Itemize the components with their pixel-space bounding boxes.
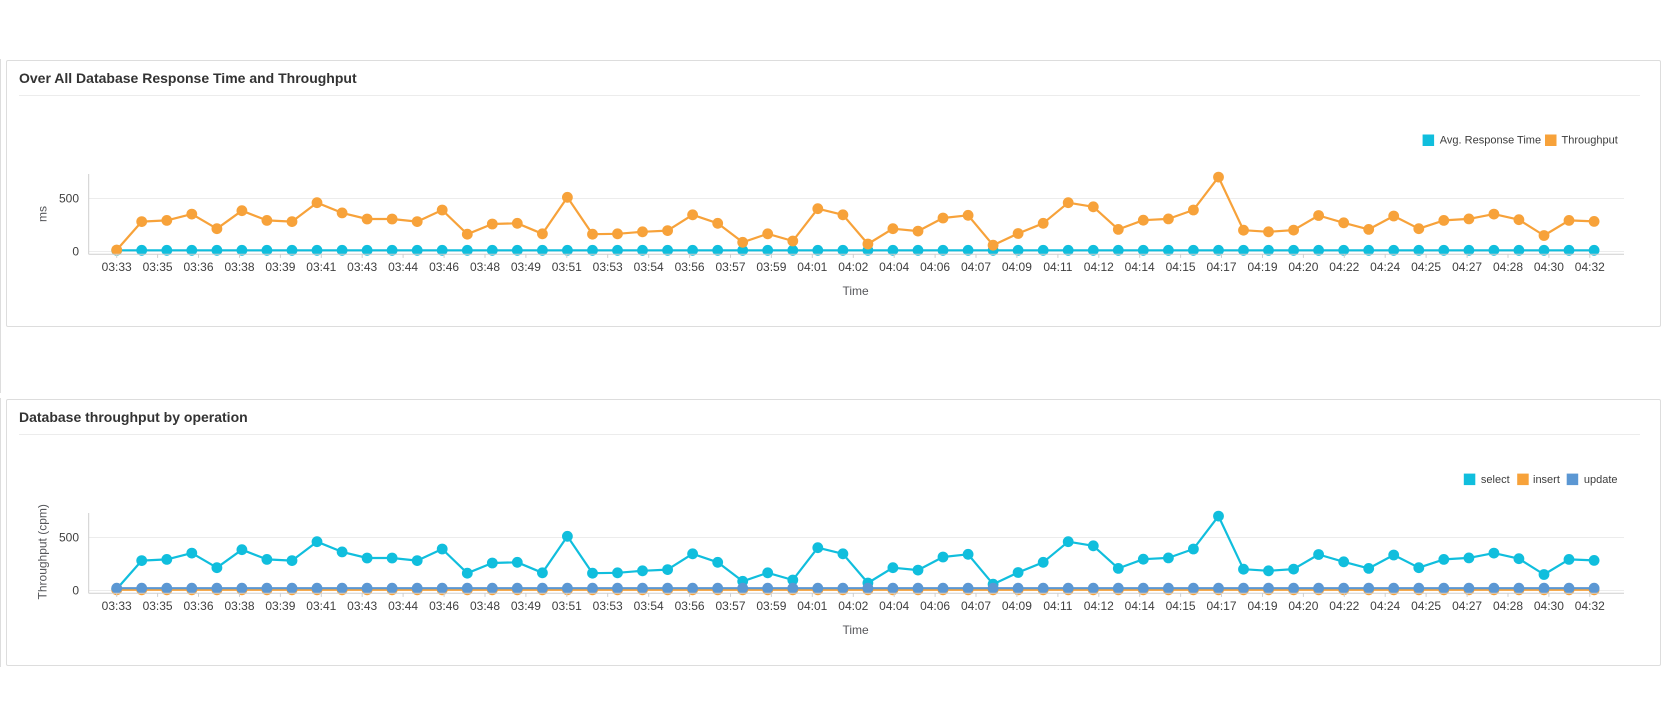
svg-text:03:41: 03:41 [306,599,336,613]
svg-text:03:38: 03:38 [224,260,254,274]
svg-text:03:41: 03:41 [306,260,336,274]
svg-text:03:44: 03:44 [388,260,418,274]
svg-text:04:19: 04:19 [1247,260,1277,274]
svg-text:0: 0 [72,584,79,598]
svg-text:04:12: 04:12 [1084,260,1114,274]
svg-text:04:30: 04:30 [1534,260,1564,274]
svg-text:03:46: 03:46 [429,260,459,274]
svg-text:Time: Time [842,623,869,637]
svg-text:03:43: 03:43 [347,260,377,274]
svg-text:04:25: 04:25 [1411,260,1441,274]
svg-text:04:14: 04:14 [1125,599,1155,613]
svg-text:03:56: 03:56 [675,260,705,274]
svg-text:04:14: 04:14 [1125,260,1155,274]
svg-text:500: 500 [59,192,79,206]
svg-text:03:43: 03:43 [347,599,377,613]
svg-text:500: 500 [59,531,79,545]
svg-text:03:36: 03:36 [183,599,213,613]
svg-text:ms: ms [36,206,50,222]
svg-text:update: update [1584,474,1618,486]
svg-text:04:32: 04:32 [1575,599,1605,613]
svg-text:04:15: 04:15 [1166,599,1196,613]
svg-text:04:06: 04:06 [920,260,950,274]
svg-text:04:28: 04:28 [1493,599,1523,613]
svg-text:04:06: 04:06 [920,599,950,613]
svg-text:04:22: 04:22 [1329,260,1359,274]
svg-text:03:33: 03:33 [102,599,132,613]
svg-text:03:38: 03:38 [224,599,254,613]
svg-text:04:04: 04:04 [879,599,909,613]
svg-text:04:09: 04:09 [1002,260,1032,274]
svg-text:03:56: 03:56 [675,599,705,613]
svg-text:04:07: 04:07 [961,260,991,274]
svg-text:03:54: 03:54 [634,260,664,274]
svg-text:Time: Time [842,284,869,298]
svg-text:03:53: 03:53 [593,260,623,274]
svg-text:03:33: 03:33 [102,260,132,274]
svg-text:Avg. Response Time: Avg. Response Time [1440,135,1541,147]
svg-text:Throughput: Throughput [1562,135,1618,147]
svg-text:03:39: 03:39 [265,599,295,613]
svg-text:03:59: 03:59 [756,260,786,274]
svg-text:04:12: 04:12 [1084,599,1114,613]
svg-text:03:51: 03:51 [552,260,582,274]
svg-text:04:17: 04:17 [1206,599,1236,613]
svg-text:03:53: 03:53 [593,599,623,613]
svg-text:04:25: 04:25 [1411,599,1441,613]
svg-text:04:19: 04:19 [1247,599,1277,613]
svg-text:04:20: 04:20 [1288,599,1318,613]
svg-text:04:02: 04:02 [838,260,868,274]
svg-text:03:57: 03:57 [715,260,745,274]
svg-text:04:01: 04:01 [797,599,827,613]
svg-text:03:35: 03:35 [143,260,173,274]
svg-text:04:24: 04:24 [1370,599,1400,613]
svg-text:04:30: 04:30 [1534,599,1564,613]
svg-text:03:36: 03:36 [183,260,213,274]
svg-text:04:22: 04:22 [1329,599,1359,613]
svg-text:03:35: 03:35 [143,599,173,613]
svg-text:04:27: 04:27 [1452,260,1482,274]
svg-text:04:28: 04:28 [1493,260,1523,274]
svg-text:03:49: 03:49 [511,260,541,274]
svg-text:03:46: 03:46 [429,599,459,613]
svg-text:04:01: 04:01 [797,260,827,274]
svg-text:03:59: 03:59 [756,599,786,613]
svg-text:04:24: 04:24 [1370,260,1400,274]
svg-text:04:15: 04:15 [1166,260,1196,274]
svg-text:04:04: 04:04 [879,260,909,274]
svg-text:04:07: 04:07 [961,599,991,613]
svg-text:select: select [1481,474,1510,486]
svg-text:03:54: 03:54 [634,599,664,613]
svg-text:03:48: 03:48 [470,599,500,613]
svg-text:04:02: 04:02 [838,599,868,613]
svg-text:insert: insert [1533,474,1560,486]
svg-text:04:20: 04:20 [1288,260,1318,274]
svg-text:04:09: 04:09 [1002,599,1032,613]
svg-text:03:57: 03:57 [715,599,745,613]
svg-text:04:17: 04:17 [1206,260,1236,274]
svg-text:04:11: 04:11 [1043,260,1072,274]
svg-text:Throughput (cpm): Throughput (cpm) [36,504,50,599]
svg-text:03:48: 03:48 [470,260,500,274]
svg-text:03:39: 03:39 [265,260,295,274]
svg-text:04:11: 04:11 [1043,599,1072,613]
svg-text:04:27: 04:27 [1452,599,1482,613]
svg-text:03:49: 03:49 [511,599,541,613]
svg-text:03:51: 03:51 [552,599,582,613]
svg-text:03:44: 03:44 [388,599,418,613]
svg-text:0: 0 [72,245,79,259]
svg-text:04:32: 04:32 [1575,260,1605,274]
